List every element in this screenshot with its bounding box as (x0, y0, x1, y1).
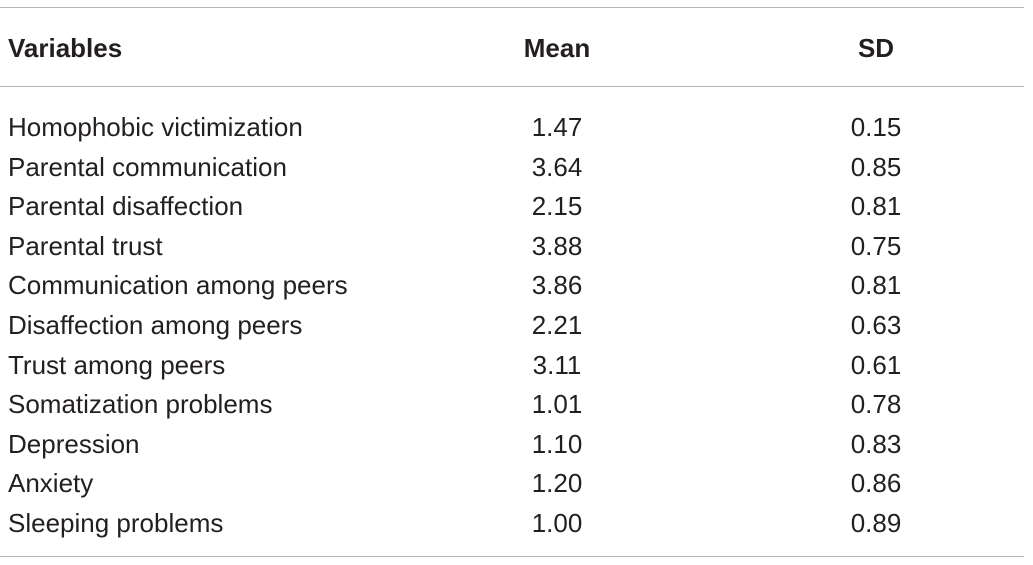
table-row: Disaffection among peers 2.21 0.63 (0, 306, 1033, 346)
table-bottom-rule (0, 556, 1024, 557)
cell-sd: 0.85 (850, 151, 902, 182)
table-header-rule (0, 86, 1024, 87)
table-row: Homophobic victimization 1.47 0.15 (0, 108, 1033, 148)
header-sd: SD (857, 33, 895, 63)
table-row: Communication among peers 3.86 0.81 (0, 266, 1033, 306)
cell-sd: 0.83 (850, 428, 902, 459)
cell-mean: 2.15 (531, 191, 583, 222)
cell-variable: Parental disaffection (8, 191, 244, 222)
table-top-rule (0, 7, 1024, 8)
cell-variable: Disaffection among peers (8, 310, 303, 340)
cell-mean: 1.47 (531, 112, 583, 142)
cell-sd: 0.89 (850, 508, 902, 538)
table-row: Somatization problems 1.01 0.78 (0, 385, 1033, 425)
cell-variable: Sleeping problems (8, 508, 224, 538)
cell-variable: Parental communication (8, 151, 287, 182)
cell-mean: 3.11 (532, 349, 582, 380)
cell-mean: 3.64 (531, 151, 583, 182)
cell-mean: 2.21 (531, 310, 583, 340)
cell-variable: Somatization problems (8, 389, 273, 420)
cell-variable: Trust among peers (8, 349, 226, 380)
cell-sd: 0.61 (850, 349, 902, 380)
cell-sd: 0.81 (850, 270, 902, 301)
cell-mean: 3.86 (531, 270, 583, 301)
cell-variable: Depression (8, 428, 140, 459)
cell-sd: 0.63 (850, 310, 902, 340)
table-row: Trust among peers 3.11 0.61 (0, 346, 1033, 386)
table-row: Depression 1.10 0.83 (0, 425, 1033, 465)
cell-sd: 0.81 (850, 191, 902, 222)
table-row: Sleeping problems 1.00 0.89 (0, 504, 1033, 544)
cell-variable: Communication among peers (8, 270, 348, 301)
cell-mean: 3.88 (531, 230, 583, 261)
table-header-row: Variables Mean SD (0, 28, 1033, 68)
cell-mean: 1.10 (531, 428, 583, 459)
table-row: Parental disaffection 2.15 0.81 (0, 187, 1033, 227)
cell-variable: Anxiety (8, 468, 94, 499)
cell-sd: 0.75 (850, 230, 902, 261)
table-row: Parental communication 3.64 0.85 (0, 148, 1033, 188)
cell-sd: 0.86 (850, 468, 902, 499)
cell-variable: Homophobic victimization (8, 112, 303, 142)
table-row: Parental trust 3.88 0.75 (0, 227, 1033, 267)
cell-mean: 1.01 (531, 389, 583, 420)
header-mean: Mean (523, 33, 591, 63)
cell-mean: 1.20 (531, 468, 583, 499)
cell-variable: Parental trust (8, 230, 163, 261)
cell-sd: 0.78 (850, 389, 902, 420)
cell-mean: 1.00 (531, 508, 583, 538)
table-row: Anxiety 1.20 0.86 (0, 464, 1033, 504)
header-variables: Variables (8, 33, 123, 63)
cell-sd: 0.15 (850, 112, 902, 142)
